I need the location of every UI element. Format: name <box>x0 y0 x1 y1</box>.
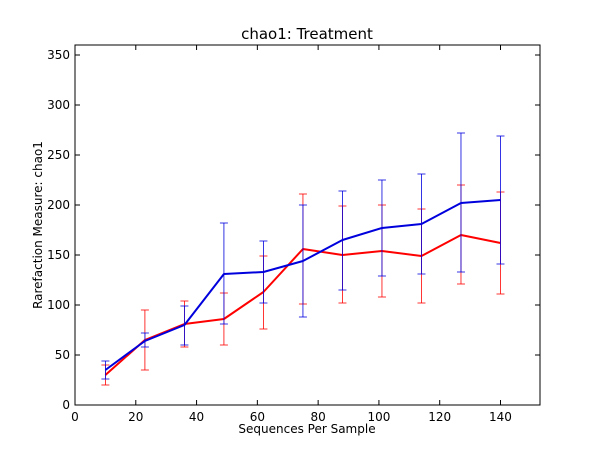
plot-area <box>101 132 505 386</box>
axis-ticks: 0 20 40 60 80 100 120 140 0 50 100 150 200 250 300 350 <box>47 45 540 424</box>
series-1 <box>101 132 505 380</box>
x-tick-label: 20 <box>128 410 143 424</box>
series-line <box>104 199 501 371</box>
y-tick-label: 250 <box>47 148 70 162</box>
y-tick-label: 50 <box>55 348 70 362</box>
x-tick-label: 40 <box>189 410 204 424</box>
y-axis-label: Rarefaction Measure: chao1 <box>31 141 45 309</box>
y-tick-label: 0 <box>62 398 70 412</box>
y-tick-label: 150 <box>47 248 70 262</box>
y-tick-label: 300 <box>47 98 70 112</box>
x-tick-label: 60 <box>250 410 265 424</box>
x-tick-label: 120 <box>428 410 451 424</box>
y-tick-label: 100 <box>47 298 70 312</box>
y-tick-label: 200 <box>47 198 70 212</box>
x-axis-label: Sequences Per Sample <box>238 422 375 436</box>
x-tick-label: 100 <box>367 410 390 424</box>
x-tick-label: 80 <box>310 410 325 424</box>
x-tick-label: 140 <box>489 410 512 424</box>
plot-frame <box>74 44 541 406</box>
chart-title: chao1: Treatment <box>241 25 373 43</box>
y-tick-label: 350 <box>47 48 70 62</box>
x-tick-label: 0 <box>71 410 79 424</box>
